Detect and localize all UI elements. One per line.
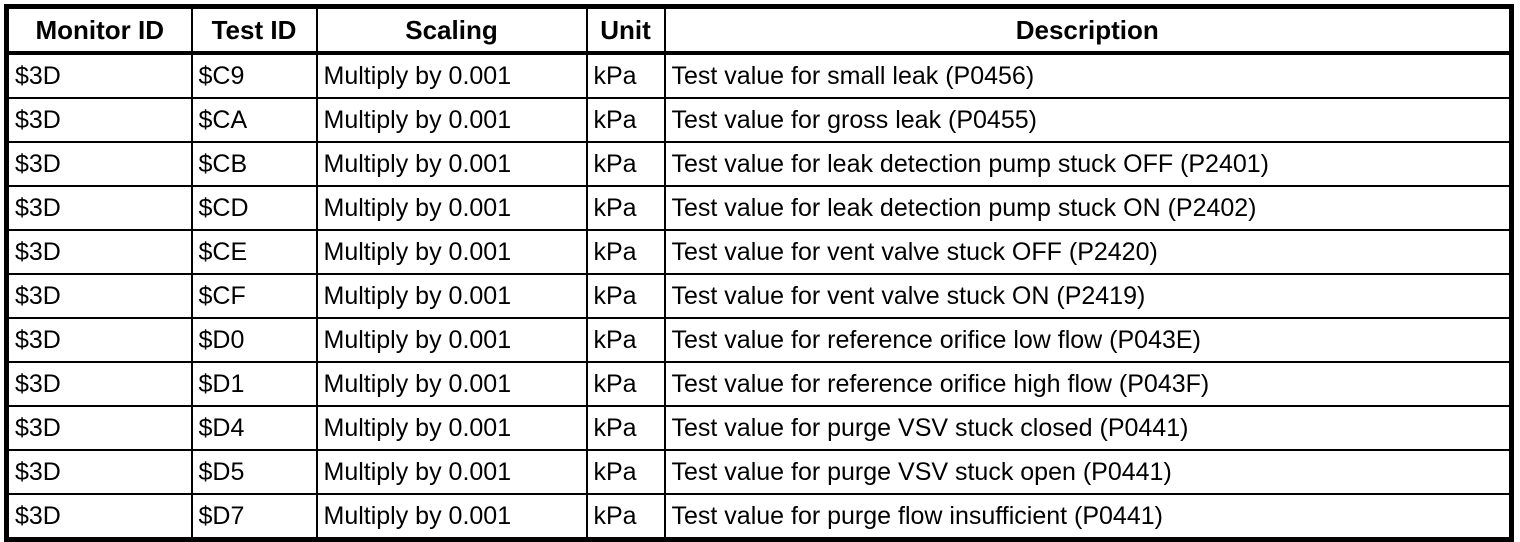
cell-test-id: $D7	[190, 493, 318, 541]
cell-description: Test value for gross leak (P0455)	[663, 97, 1513, 143]
cell-monitor-id: $3D	[5, 97, 193, 143]
cell-description: Test value for leak detection pump stuck…	[663, 141, 1513, 187]
table-row: $3D $C9 Multiply by 0.001 kPa Test value for…	[5, 52, 1513, 99]
cell-monitor-id: $3D	[5, 141, 193, 187]
column-header-monitor-id: Monitor ID	[5, 5, 193, 55]
cell-unit: kPa	[585, 52, 666, 99]
cell-unit: kPa	[585, 185, 666, 231]
cell-description: Test value for reference orifice low flo…	[663, 317, 1513, 363]
table-row: $3D $D4 Multiply by 0.001 kPa Test value for…	[5, 405, 1513, 451]
cell-unit: kPa	[585, 361, 666, 407]
cell-unit: kPa	[585, 493, 666, 541]
cell-scaling: Multiply by 0.001	[315, 317, 588, 363]
table-row: $3D $D0 Multiply by 0.001 kPa Test value for…	[5, 317, 1513, 363]
cell-unit: kPa	[585, 97, 666, 143]
cell-monitor-id: $3D	[5, 405, 193, 451]
cell-description: Test value for vent valve stuck OFF (P24…	[663, 229, 1513, 275]
cell-monitor-id: $3D	[5, 317, 193, 363]
column-header-unit: Unit	[585, 5, 666, 55]
cell-scaling: Multiply by 0.001	[315, 185, 588, 231]
cell-description: Test value for vent valve stuck ON (P241…	[663, 273, 1513, 319]
cell-scaling: Multiply by 0.001	[315, 229, 588, 275]
cell-monitor-id: $3D	[5, 449, 193, 495]
cell-monitor-id: $3D	[5, 273, 193, 319]
cell-unit: kPa	[585, 405, 666, 451]
column-header-test-id: Test ID	[190, 5, 318, 55]
cell-test-id: $D4	[190, 405, 318, 451]
cell-unit: kPa	[585, 317, 666, 363]
cell-monitor-id: $3D	[5, 52, 193, 99]
table-row: $3D $D7 Multiply by 0.001 kPa Test value for…	[5, 493, 1513, 541]
table-row: $3D $CF Multiply by 0.001 kPa Test value for…	[5, 273, 1513, 319]
cell-description: Test value for small leak (P0456)	[663, 52, 1513, 99]
cell-monitor-id: $3D	[5, 185, 193, 231]
table-row: $3D $CA Multiply by 0.001 kPa Test value for…	[5, 97, 1513, 143]
table-row: $3D $D1 Multiply by 0.001 kPa Test value for…	[5, 361, 1513, 407]
cell-monitor-id: $3D	[5, 493, 193, 541]
cell-scaling: Multiply by 0.001	[315, 361, 588, 407]
cell-scaling: Multiply by 0.001	[315, 449, 588, 495]
cell-scaling: Multiply by 0.001	[315, 97, 588, 143]
cell-test-id: $CF	[190, 273, 318, 319]
cell-scaling: Multiply by 0.001	[315, 52, 588, 99]
cell-unit: kPa	[585, 229, 666, 275]
column-header-scaling: Scaling	[315, 5, 588, 55]
cell-description: Test value for reference orifice high fl…	[663, 361, 1513, 407]
cell-description: Test value for leak detection pump stuck…	[663, 185, 1513, 231]
table-row: $3D $CE Multiply by 0.001 kPa Test value for…	[5, 229, 1513, 275]
cell-unit: kPa	[585, 273, 666, 319]
table-row: $3D $D5 Multiply by 0.001 kPa Test value for…	[5, 449, 1513, 495]
table-header-row: Monitor ID Test ID Scaling Unit Descript…	[5, 5, 1513, 55]
page: Monitor ID Test ID Scaling Unit Descript…	[4, 4, 1514, 542]
cell-description: Test value for purge flow insufficient (…	[663, 493, 1513, 541]
cell-test-id: $CD	[190, 185, 318, 231]
column-header-description: Description	[663, 5, 1513, 55]
cell-test-id: $CA	[190, 97, 318, 143]
table-row: $3D $CB Multiply by 0.001 kPa Test value for…	[5, 141, 1513, 187]
cell-scaling: Multiply by 0.001	[315, 141, 588, 187]
cell-test-id: $D1	[190, 361, 318, 407]
cell-monitor-id: $3D	[5, 229, 193, 275]
cell-scaling: Multiply by 0.001	[315, 273, 588, 319]
cell-description: Test value for purge VSV stuck closed (P…	[663, 405, 1513, 451]
cell-test-id: $D5	[190, 449, 318, 495]
cell-unit: kPa	[585, 449, 666, 495]
cell-unit: kPa	[585, 141, 666, 187]
table-row: $3D $CD Multiply by 0.001 kPa Test value for…	[5, 185, 1513, 231]
cell-test-id: $CE	[190, 229, 318, 275]
cell-description: Test value for purge VSV stuck open (P04…	[663, 449, 1513, 495]
cell-test-id: $C9	[190, 52, 318, 99]
cell-test-id: $CB	[190, 141, 318, 187]
cell-scaling: Multiply by 0.001	[315, 493, 588, 541]
monitor-test-spec-table: Monitor ID Test ID Scaling Unit Descript…	[4, 4, 1514, 542]
cell-test-id: $D0	[190, 317, 318, 363]
cell-monitor-id: $3D	[5, 361, 193, 407]
cell-scaling: Multiply by 0.001	[315, 405, 588, 451]
